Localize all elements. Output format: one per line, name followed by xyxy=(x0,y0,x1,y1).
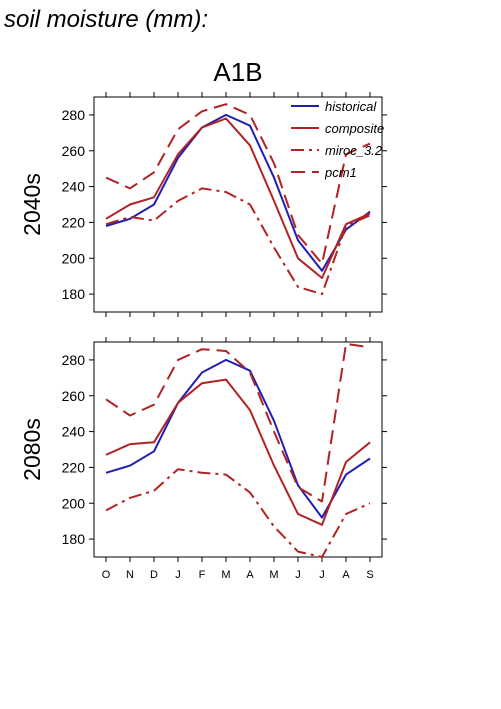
panel-2080s: 180 200 220 240 260 280 2080s xyxy=(19,337,387,562)
panel-label-2040s: 2040s xyxy=(19,173,45,236)
x-tick-label: N xyxy=(126,569,134,581)
x-tick-label: A xyxy=(342,569,350,581)
x-tick-label: S xyxy=(366,569,373,581)
series-line-miroc_3.2-2040s xyxy=(105,187,371,296)
x-tick-label: J xyxy=(295,569,301,581)
chart-title: A1B xyxy=(213,57,262,87)
y-tick-label: 220 xyxy=(62,214,86,230)
legend-label-pcm1: pcm1 xyxy=(324,165,357,180)
y-tick-label: 180 xyxy=(62,286,86,302)
legend: historical composite miroc_3.2 pcm1 xyxy=(291,99,384,180)
series-line-historical-2040s xyxy=(105,113,371,272)
x-tick-label: A xyxy=(246,569,254,581)
plot-frame xyxy=(93,96,383,313)
x-tick-label: F xyxy=(199,569,206,581)
series-line-miroc_3.2-2080s xyxy=(105,468,371,558)
x-tick-label: M xyxy=(221,569,230,581)
y-tick-label: 220 xyxy=(62,459,86,475)
y-tick-label: 240 xyxy=(62,179,86,195)
series-line-historical-2080s xyxy=(105,358,371,519)
panel-2040s: 180 200 220 240 260 280 2040s xyxy=(19,92,387,317)
y-tick-label: 200 xyxy=(62,250,86,266)
panel-label-2080s: 2080s xyxy=(19,418,45,481)
x-tick-label: O xyxy=(102,569,111,581)
x-tick-label: D xyxy=(150,569,158,581)
y-tick-label: 180 xyxy=(62,531,86,547)
y-tick-label: 200 xyxy=(62,495,86,511)
plot-frame xyxy=(93,341,383,558)
y-tick-label: 280 xyxy=(62,352,86,368)
series-line-pcm1-2080s xyxy=(105,342,371,503)
legend-label-historical: historical xyxy=(325,99,377,114)
series-line-pcm1-2040s xyxy=(105,103,371,265)
legend-label-miroc_3.2: miroc_3.2 xyxy=(325,143,383,158)
legend-label-composite: composite xyxy=(325,121,384,136)
y-tick-label: 240 xyxy=(62,424,86,440)
x-tick-label: J xyxy=(175,569,181,581)
series-line-composite-2080s xyxy=(105,378,371,526)
series-line-composite-2040s xyxy=(105,117,371,279)
y-tick-label: 260 xyxy=(62,388,86,404)
x-tick-label: M xyxy=(269,569,278,581)
x-tick-label: J xyxy=(319,569,325,581)
page-title: soil moisture (mm): xyxy=(4,6,209,33)
y-tick-label: 260 xyxy=(62,143,86,159)
y-tick-label: 280 xyxy=(62,107,86,123)
